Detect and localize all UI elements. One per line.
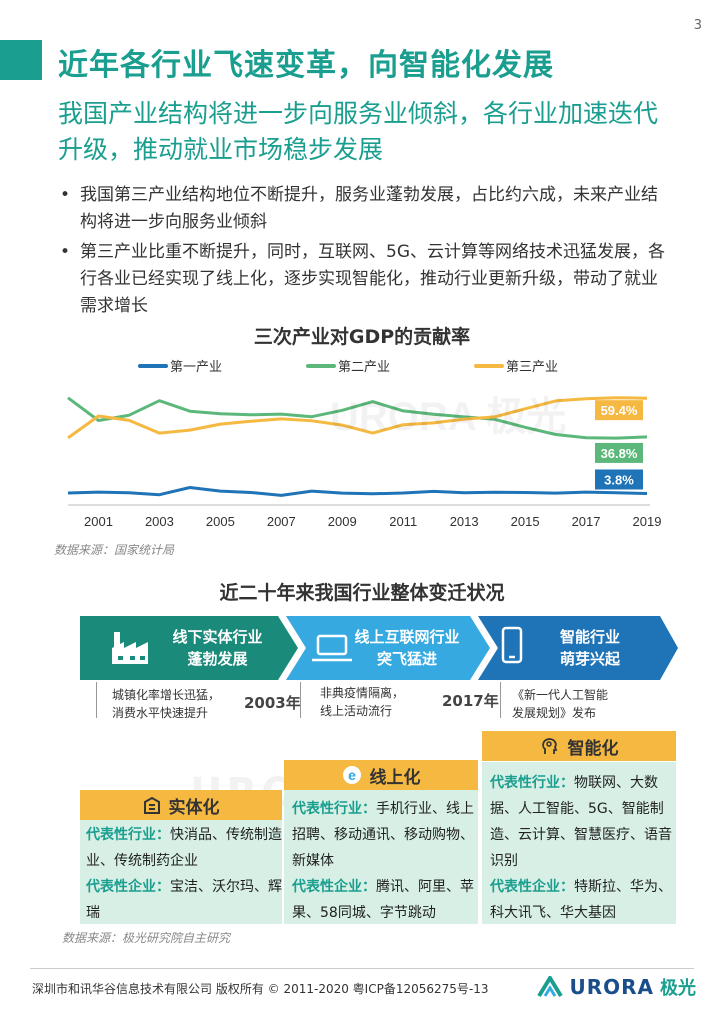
- panel-physical-body: 代表性行业：快消品、传统制造业、传统制药企业 代表性企业：宝洁、沃尔玛、辉瑞: [86, 822, 282, 926]
- x-tick-label: 2011: [389, 514, 417, 529]
- chart-watermark: URORA 极光: [330, 395, 566, 439]
- ai-head-icon: [540, 736, 560, 756]
- line-chart: 第一产业 第二产业 第三产业 3.8% 36.8% 59.4% 2001 2003 2005…: [50, 350, 680, 540]
- company-key: 代表性企业：: [292, 879, 376, 895]
- aurora-logo: URORA 极光: [537, 974, 696, 1000]
- series-end-label: 36.8%: [595, 443, 643, 463]
- logo-word: URORA: [569, 975, 654, 999]
- page-title: 近年各行业飞速变革，向智能化发展: [58, 40, 554, 84]
- section-title: 近二十年来我国行业整体变迁状况: [0, 578, 724, 605]
- x-tick-label: 2007: [267, 514, 296, 529]
- stage-smart-label: 智能行业 萌芽兴起: [540, 626, 640, 670]
- industry-key: 代表性行业：: [86, 827, 170, 843]
- gdp-contribution-chart: 第一产业 第二产业 第三产业 3.8% 36.8% 59.4% 2001 2003 2005…: [50, 350, 680, 540]
- panel-online-header: e 线上化: [284, 760, 478, 790]
- industry-key: 代表性行业：: [292, 801, 376, 817]
- series-end-label: 3.8%: [595, 469, 643, 489]
- end-label-text: 59.4%: [601, 403, 638, 418]
- panel-smart-body: 代表性行业：物联网、大数据、人工智能、5G、智能制造、云计算、智慧医疗、语音识别…: [490, 770, 674, 926]
- title-accent-bar: [0, 40, 42, 80]
- stage-label-line2: 蓬勃发展: [160, 648, 275, 670]
- logo-cn: 极光: [660, 974, 696, 1000]
- x-tick-label: 2019: [633, 514, 662, 529]
- note-smart: 《新一代人工智能 发展规划》发布: [512, 686, 608, 722]
- stage-label-line1: 线上互联网行业: [342, 626, 472, 648]
- footer-copyright: 深圳市和讯华谷信息技术有限公司 版权所有 © 2011-2020 粤ICP备12…: [32, 980, 489, 997]
- page-number: 3: [694, 18, 702, 33]
- note-online: 非典疫情隔离， 线上活动流行: [320, 684, 404, 720]
- note-line: 消费水平快速提升: [112, 704, 220, 722]
- note-divider: [500, 682, 501, 718]
- panel-physical-header: 实体化: [80, 790, 282, 820]
- note-line: 城镇化率增长迅猛，: [112, 686, 220, 704]
- stage-label-line2: 突飞猛进: [342, 648, 472, 670]
- panel-title: 智能化: [568, 734, 619, 759]
- panel-smart-header: 智能化: [482, 731, 676, 761]
- internet-e-icon: e: [342, 765, 362, 785]
- stage-offline-label: 线下实体行业 蓬勃发展: [160, 626, 275, 670]
- note-line: 线上活动流行: [320, 702, 404, 720]
- chart-title: 三次产业对GDP的贡献率: [0, 322, 724, 349]
- stage-label-line2: 萌芽兴起: [540, 648, 640, 670]
- aurora-logo-icon: [537, 976, 563, 998]
- stage-online-label: 线上互联网行业 突飞猛进: [342, 626, 472, 670]
- panel-title: 线上化: [370, 763, 421, 788]
- series-line: [68, 488, 647, 496]
- legend-item: 第二产业: [308, 359, 390, 374]
- legend-label: 第二产业: [338, 359, 390, 374]
- x-tick-label: 2009: [328, 514, 357, 529]
- industry-key: 代表性行业：: [490, 775, 574, 791]
- legend-item: 第三产业: [476, 359, 558, 374]
- building-icon: [143, 796, 161, 814]
- company-key: 代表性企业：: [86, 879, 170, 895]
- bullet-item: 第三产业比重不断提升，同时，互联网、5G、云计算等网络技术迅猛发展，各行各业已经…: [58, 239, 673, 320]
- x-tick-label: 2003: [145, 514, 174, 529]
- x-tick-label: 2005: [206, 514, 235, 529]
- year-2003: 2003年: [244, 692, 301, 713]
- section-source: 数据来源：极光研究院自主研究: [62, 929, 230, 946]
- note-divider: [300, 682, 301, 718]
- bullet-list: 我国第三产业结构地位不断提升，服务业蓬勃发展，占比约六成，未来产业结构将进一步向…: [58, 182, 673, 323]
- note-line: 非典疫情隔离，: [320, 684, 404, 702]
- end-label-text: 3.8%: [604, 472, 634, 487]
- panel-online-body: 代表性行业：手机行业、线上招聘、移动通讯、移动购物、新媒体 代表性企业：腾讯、阿…: [292, 796, 474, 926]
- stage-label-line1: 线下实体行业: [160, 626, 275, 648]
- legend-label: 第一产业: [170, 359, 222, 374]
- note-offline: 城镇化率增长迅猛， 消费水平快速提升: [112, 686, 220, 722]
- note-line: 发展规划》发布: [512, 704, 608, 722]
- legend-label: 第三产业: [506, 359, 558, 374]
- x-tick-label: 2015: [511, 514, 540, 529]
- industry-timeline: 线下实体行业 蓬勃发展 线上互联网行业 突飞猛进 智能行业 萌芽兴起: [80, 616, 680, 680]
- year-2017: 2017年: [442, 690, 499, 711]
- page-subtitle: 我国产业结构将进一步向服务业倾斜，各行业加速迭代升级，推动就业市场稳步发展: [58, 96, 678, 168]
- series-end-label: 59.4%: [595, 400, 643, 420]
- chart-source: 数据来源：国家统计局: [54, 541, 174, 558]
- end-label-text: 36.8%: [601, 446, 638, 461]
- bullet-item: 我国第三产业结构地位不断提升，服务业蓬勃发展，占比约六成，未来产业结构将进一步向…: [58, 182, 673, 236]
- legend-item: 第一产业: [140, 359, 222, 374]
- company-key: 代表性企业：: [490, 879, 574, 895]
- svg-text:e: e: [348, 767, 356, 783]
- x-tick-label: 2001: [84, 514, 113, 529]
- x-tick-label: 2013: [450, 514, 479, 529]
- panel-title: 实体化: [169, 793, 220, 818]
- x-tick-label: 2017: [572, 514, 601, 529]
- note-line: 《新一代人工智能: [512, 686, 608, 704]
- stage-label-line1: 智能行业: [540, 626, 640, 648]
- note-divider: [96, 682, 97, 718]
- footer-divider: [30, 968, 694, 969]
